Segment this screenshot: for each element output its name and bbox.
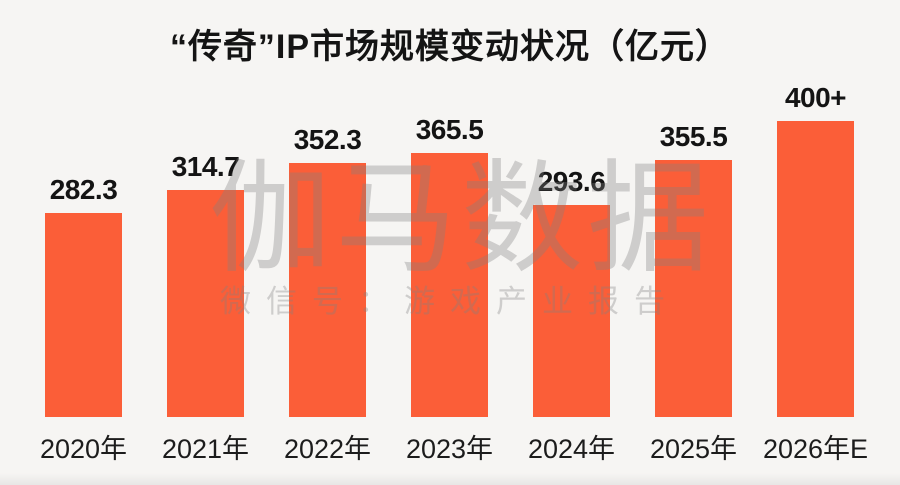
bar-column: 352.3 2022年 xyxy=(267,0,389,485)
bar xyxy=(167,190,244,417)
bar-value-label: 293.6 xyxy=(537,166,606,197)
bar-column: 400+ 2026年E xyxy=(755,0,877,485)
chart-title: “传奇”IP市场规模变动状况（亿元） xyxy=(169,28,731,66)
bar xyxy=(289,163,366,417)
bar-value-label: 365.5 xyxy=(415,114,484,145)
bar xyxy=(777,121,854,417)
bar-value-label: 352.3 xyxy=(293,124,362,155)
x-axis-label: 2020年 xyxy=(39,434,128,464)
x-axis-label: 2026年E xyxy=(762,434,869,464)
bar-value-label: 314.7 xyxy=(171,151,240,182)
x-axis-label: 2022年 xyxy=(283,434,372,464)
bar xyxy=(45,213,122,417)
x-axis-label: 2021年 xyxy=(161,434,250,464)
bar-value-label: 355.5 xyxy=(659,121,728,152)
bar xyxy=(411,153,488,417)
x-axis-label: 2023年 xyxy=(405,434,494,464)
bar-column: 282.3 2020年 xyxy=(23,0,145,485)
bar-value-label: 400+ xyxy=(784,82,847,113)
bar-column: 355.5 2025年 xyxy=(633,0,755,485)
bar-column: 314.7 2021年 xyxy=(145,0,267,485)
x-axis-label: 2025年 xyxy=(649,434,738,464)
bar-column: 293.6 2024年 xyxy=(511,0,633,485)
bar xyxy=(655,160,732,417)
bar-column: 365.5 2023年 xyxy=(389,0,511,485)
bar-value-label: 282.3 xyxy=(49,174,118,205)
x-axis-label: 2024年 xyxy=(527,434,616,464)
bar xyxy=(533,205,610,417)
